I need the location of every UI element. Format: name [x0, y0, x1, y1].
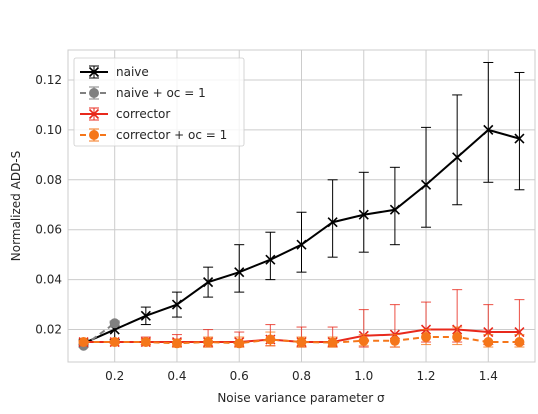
data-point-marker — [358, 335, 369, 346]
data-point-marker — [203, 337, 214, 348]
error-bar — [514, 71, 525, 191]
error-bar — [358, 171, 369, 253]
data-point-marker — [514, 337, 525, 348]
error-bar — [234, 244, 245, 293]
legend-entry: corrector + oc = 1 — [80, 128, 227, 142]
legend-label: naive + oc = 1 — [116, 86, 206, 100]
data-point-marker — [265, 254, 276, 265]
data-point-marker — [140, 337, 151, 348]
legend-entry: naive + oc = 1 — [80, 86, 206, 100]
legend-entry: naive — [80, 65, 149, 79]
y-tick-label: 0.06 — [35, 223, 62, 237]
error-bar — [483, 61, 494, 183]
x-tick-label: 0.2 — [105, 369, 124, 383]
legend-entry: corrector — [80, 107, 170, 121]
y-tick-label: 0.02 — [35, 323, 62, 337]
x-tick-label: 1.2 — [416, 369, 435, 383]
data-point-marker — [88, 66, 100, 78]
legend-label: naive — [116, 65, 149, 79]
error-bar — [265, 231, 276, 281]
y-tick-label: 0.08 — [35, 173, 62, 187]
x-tick-label: 0.8 — [292, 369, 311, 383]
series-corrector-oc-1 — [78, 326, 525, 349]
data-point-marker — [89, 130, 99, 140]
error-bar — [421, 126, 432, 228]
data-point-marker — [109, 337, 120, 348]
data-point-marker — [358, 209, 369, 220]
data-point-marker — [327, 217, 338, 228]
data-point-marker — [234, 338, 245, 349]
data-point-marker — [171, 299, 183, 310]
error-bar — [452, 94, 463, 206]
data-point-marker — [296, 337, 307, 348]
data-point-marker — [327, 337, 338, 348]
data-point-marker — [171, 338, 182, 349]
error-bar — [389, 166, 400, 246]
error-bar — [296, 211, 307, 273]
y-tick-label: 0.12 — [35, 73, 62, 87]
data-point-marker — [421, 332, 432, 343]
data-point-marker — [514, 133, 525, 144]
data-point-marker — [265, 334, 276, 345]
legend: naive naive + oc = 1 corrector corrector + … — [73, 57, 245, 147]
data-point-marker — [203, 277, 214, 288]
data-point-marker — [78, 337, 89, 348]
x-axis-ticks: 0.2 0.4 0.6 0.8 1.0 1.2 1.4 — [105, 369, 498, 383]
y-axis-label: Normalized ADD-S — [9, 151, 23, 262]
data-point-marker — [296, 239, 307, 250]
y-tick-label: 0.04 — [35, 273, 62, 287]
y-axis-ticks: 0.02 0.04 0.06 0.08 0.10 0.12 — [35, 73, 62, 337]
data-point-marker — [89, 88, 99, 98]
legend-label: corrector — [116, 107, 170, 121]
data-point-marker — [483, 124, 494, 135]
x-tick-label: 1.4 — [479, 369, 498, 383]
data-point-marker — [452, 152, 463, 163]
data-point-marker — [389, 335, 400, 346]
data-point-marker — [109, 318, 120, 329]
data-point-marker — [389, 204, 400, 215]
x-tick-label: 0.4 — [167, 369, 186, 383]
data-point-marker — [88, 108, 100, 120]
data-point-marker — [234, 267, 245, 278]
y-tick-label: 0.10 — [35, 123, 62, 137]
legend-box — [73, 57, 245, 147]
data-point-marker — [420, 179, 432, 190]
series-layer — [78, 61, 525, 351]
legend-label: corrector + oc = 1 — [116, 128, 227, 142]
data-point-marker — [452, 332, 463, 343]
data-point-marker — [140, 310, 151, 321]
x-axis-label: Noise variance parameter σ — [217, 391, 385, 405]
series-line — [83, 336, 520, 345]
x-tick-label: 1.0 — [354, 369, 373, 383]
error-bar — [327, 179, 338, 258]
series-line — [82, 322, 116, 347]
x-tick-label: 0.6 — [230, 369, 249, 383]
data-point-marker — [483, 337, 494, 348]
